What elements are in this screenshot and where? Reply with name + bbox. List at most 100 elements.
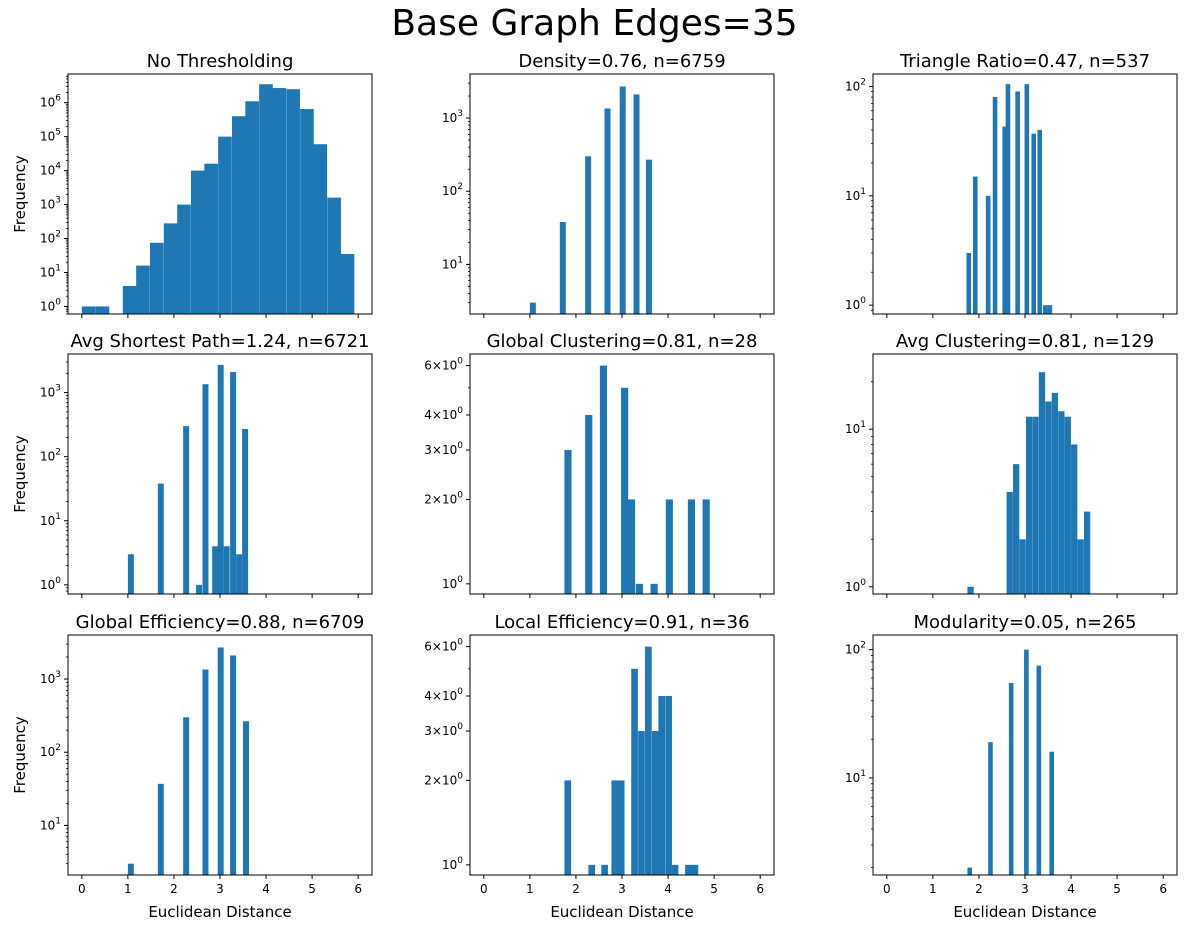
subplot-3: 100 101 102 Triangle Ratio=0.47, n=537: [845, 51, 1178, 318]
histogram-bar: [1038, 372, 1046, 594]
histogram-bar: [127, 554, 134, 594]
y-axis-label: Frequency: [11, 155, 29, 233]
histogram-bar: [1013, 464, 1020, 594]
subplot-9: 0 1 2 3 4 5 6 101 102 Modularity=0.05, n=265 Eucli…: [845, 612, 1178, 921]
subplot-title: No Thresholding: [147, 51, 294, 72]
y-tick-label: 3×100: [424, 441, 463, 457]
y-tick-label: 102: [845, 77, 866, 93]
subplot-5: 100 2×100 3×100 4×100 6×100 Global Clustering…: [424, 331, 775, 598]
x-tick-label: 1: [929, 882, 937, 896]
histogram-bar: [631, 668, 638, 875]
histogram-bar: [202, 384, 209, 594]
y-tick-label: 102: [845, 641, 866, 657]
histogram-bar: [671, 864, 679, 875]
y-tick-label: 104: [40, 162, 61, 178]
histogram-bar: [1071, 444, 1078, 594]
y-tick-label: 105: [40, 128, 61, 144]
bars: [967, 649, 1055, 875]
histogram-bar: [313, 144, 328, 314]
bars: [127, 647, 250, 875]
histogram-bar: [230, 655, 237, 875]
subplot-title: Avg Shortest Path=1.24, n=6721: [70, 331, 369, 352]
x-tick-label: 0: [883, 882, 891, 896]
histogram-bar: [204, 163, 218, 314]
histogram-bar: [651, 731, 659, 875]
y-tick-label: 102: [40, 230, 61, 246]
y-tick-label: 3×100: [424, 722, 463, 738]
histogram-bar: [236, 554, 243, 594]
y-tick-label: 4×100: [424, 687, 463, 703]
histogram-bar: [1037, 129, 1043, 314]
y-tick-label: 103: [442, 109, 463, 125]
histogram-bar: [985, 195, 991, 314]
y-axis-label: Frequency: [11, 716, 29, 794]
y-tick-label: 100: [845, 578, 866, 594]
y-tick-label: 102: [442, 182, 463, 198]
histogram-bar: [559, 221, 566, 314]
histogram-bar: [183, 426, 190, 594]
y-tick-label: 101: [845, 420, 866, 436]
x-tick-label: 5: [1113, 882, 1121, 896]
histogram-bar: [218, 136, 232, 314]
y-tick-label: 102: [40, 448, 61, 464]
histogram-bar: [972, 176, 978, 314]
subplot-4: 100 101 102 103 Avg Shortest Path=1.24, n=67…: [11, 331, 373, 598]
x-tick-label: 4: [262, 882, 270, 896]
histogram-bar: [149, 242, 164, 314]
histogram-bar: [967, 586, 974, 594]
bars: [564, 646, 699, 875]
bars: [529, 86, 652, 315]
histogram-bar: [1031, 133, 1037, 314]
subplot-8: 0 1 2 3 4 5 6 100 2×100 3×100 4×100 6×100 Local Effi…: [424, 612, 775, 921]
histogram-bar: [196, 584, 203, 594]
x-tick-label: 6: [756, 882, 764, 896]
histogram-bar: [300, 109, 314, 314]
histogram-bar: [231, 116, 246, 314]
histogram-bar: [259, 84, 273, 314]
histogram-bar: [245, 101, 259, 314]
x-axis-label: Euclidean Distance: [953, 903, 1096, 921]
histogram-bar: [230, 371, 237, 594]
histogram-bar: [1051, 392, 1059, 594]
y-tick-label: 103: [40, 384, 61, 400]
histogram-bar: [1032, 416, 1039, 594]
x-tick-label: 4: [1067, 882, 1075, 896]
subplot-title: Triangle Ratio=0.47, n=537: [899, 51, 1150, 72]
histogram-bar: [327, 197, 341, 314]
y-tick-label: 101: [845, 769, 866, 785]
y-tick-label: 103: [40, 196, 61, 212]
histogram-bar: [665, 695, 672, 875]
histogram-bar: [1005, 84, 1011, 314]
histogram-bar: [621, 387, 629, 594]
y-tick-label: 6×100: [424, 357, 463, 373]
subplot-title: Global Clustering=0.81, n=28: [487, 331, 758, 352]
histogram-bar: [627, 499, 636, 594]
histogram-bar: [202, 669, 209, 875]
histogram-bar: [1025, 416, 1033, 594]
histogram-bar: [183, 717, 190, 875]
histogram-bar: [529, 302, 536, 314]
histogram-bar: [243, 721, 250, 875]
y-tick-label: 101: [40, 816, 61, 832]
subplot-title: Global Efficiency=0.88, n=6709: [76, 612, 365, 633]
figure-title: Base Graph Edges=35: [391, 3, 798, 44]
x-tick-label: 3: [216, 882, 224, 896]
histogram-bar: [217, 647, 224, 875]
y-tick-label: 101: [845, 187, 866, 203]
histogram-bar: [1024, 649, 1029, 875]
x-axis-label: Euclidean Distance: [550, 903, 693, 921]
histogram-bar: [272, 88, 287, 314]
y-tick-label: 100: [40, 576, 61, 592]
subplot-title: Modularity=0.05, n=265: [914, 612, 1137, 633]
histogram-bar: [650, 583, 658, 594]
histogram-bar: [1064, 416, 1071, 594]
histogram-bar: [177, 204, 191, 314]
histogram-bar: [136, 265, 150, 314]
y-axis-label: Frequency: [11, 435, 29, 513]
y-tick-label: 100: [442, 856, 463, 872]
histogram-bar: [564, 450, 572, 594]
histogram-bar: [127, 863, 134, 875]
histogram-bar: [645, 159, 652, 314]
histogram-bar: [585, 156, 592, 314]
x-tick-label: 1: [526, 882, 534, 896]
